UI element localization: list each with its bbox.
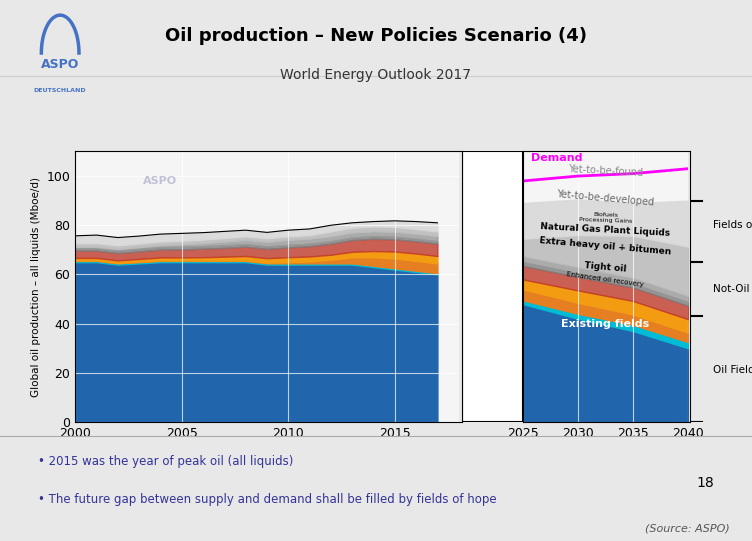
Text: (Source: ASPO): (Source: ASPO) bbox=[644, 524, 729, 533]
Text: • The future gap between supply and demand shall be filled by fields of hope: • The future gap between supply and dema… bbox=[38, 493, 496, 506]
Text: DEUTSCHLAND: DEUTSCHLAND bbox=[34, 88, 86, 93]
Text: Enhanced oil recovery: Enhanced oil recovery bbox=[566, 271, 644, 288]
Text: Fields of hope: Fields of hope bbox=[713, 220, 752, 230]
Text: Oil Fields: Oil Fields bbox=[713, 365, 752, 375]
Text: Extra heavy oil + bitumen: Extra heavy oil + bitumen bbox=[539, 236, 672, 256]
Text: Not-Oil Fields: Not-Oil Fields bbox=[713, 284, 752, 294]
Text: Natural Gas Plant Liquids: Natural Gas Plant Liquids bbox=[540, 222, 671, 237]
Text: Tight oil: Tight oil bbox=[584, 261, 626, 274]
Text: Demand: Demand bbox=[531, 153, 582, 163]
Text: Biofuels
Processing Gains: Biofuels Processing Gains bbox=[578, 212, 632, 224]
Y-axis label: Global oil production – all liquids (Mboe/d): Global oil production – all liquids (Mbo… bbox=[31, 177, 41, 397]
Text: ASPO: ASPO bbox=[143, 176, 177, 186]
Text: Yet-to-be-found: Yet-to-be-found bbox=[568, 164, 643, 178]
Text: Yet-to-be-developed: Yet-to-be-developed bbox=[556, 189, 654, 208]
FancyBboxPatch shape bbox=[462, 151, 523, 422]
Text: 18: 18 bbox=[696, 477, 714, 491]
Text: World Energy Outlook 2017: World Energy Outlook 2017 bbox=[280, 68, 472, 82]
Text: Existing fields: Existing fields bbox=[561, 319, 650, 329]
Text: Oil production – New Policies Scenario (4): Oil production – New Policies Scenario (… bbox=[165, 27, 587, 45]
Text: • 2015 was the year of peak oil (all liquids): • 2015 was the year of peak oil (all liq… bbox=[38, 456, 293, 469]
Text: ASPO: ASPO bbox=[41, 57, 80, 70]
